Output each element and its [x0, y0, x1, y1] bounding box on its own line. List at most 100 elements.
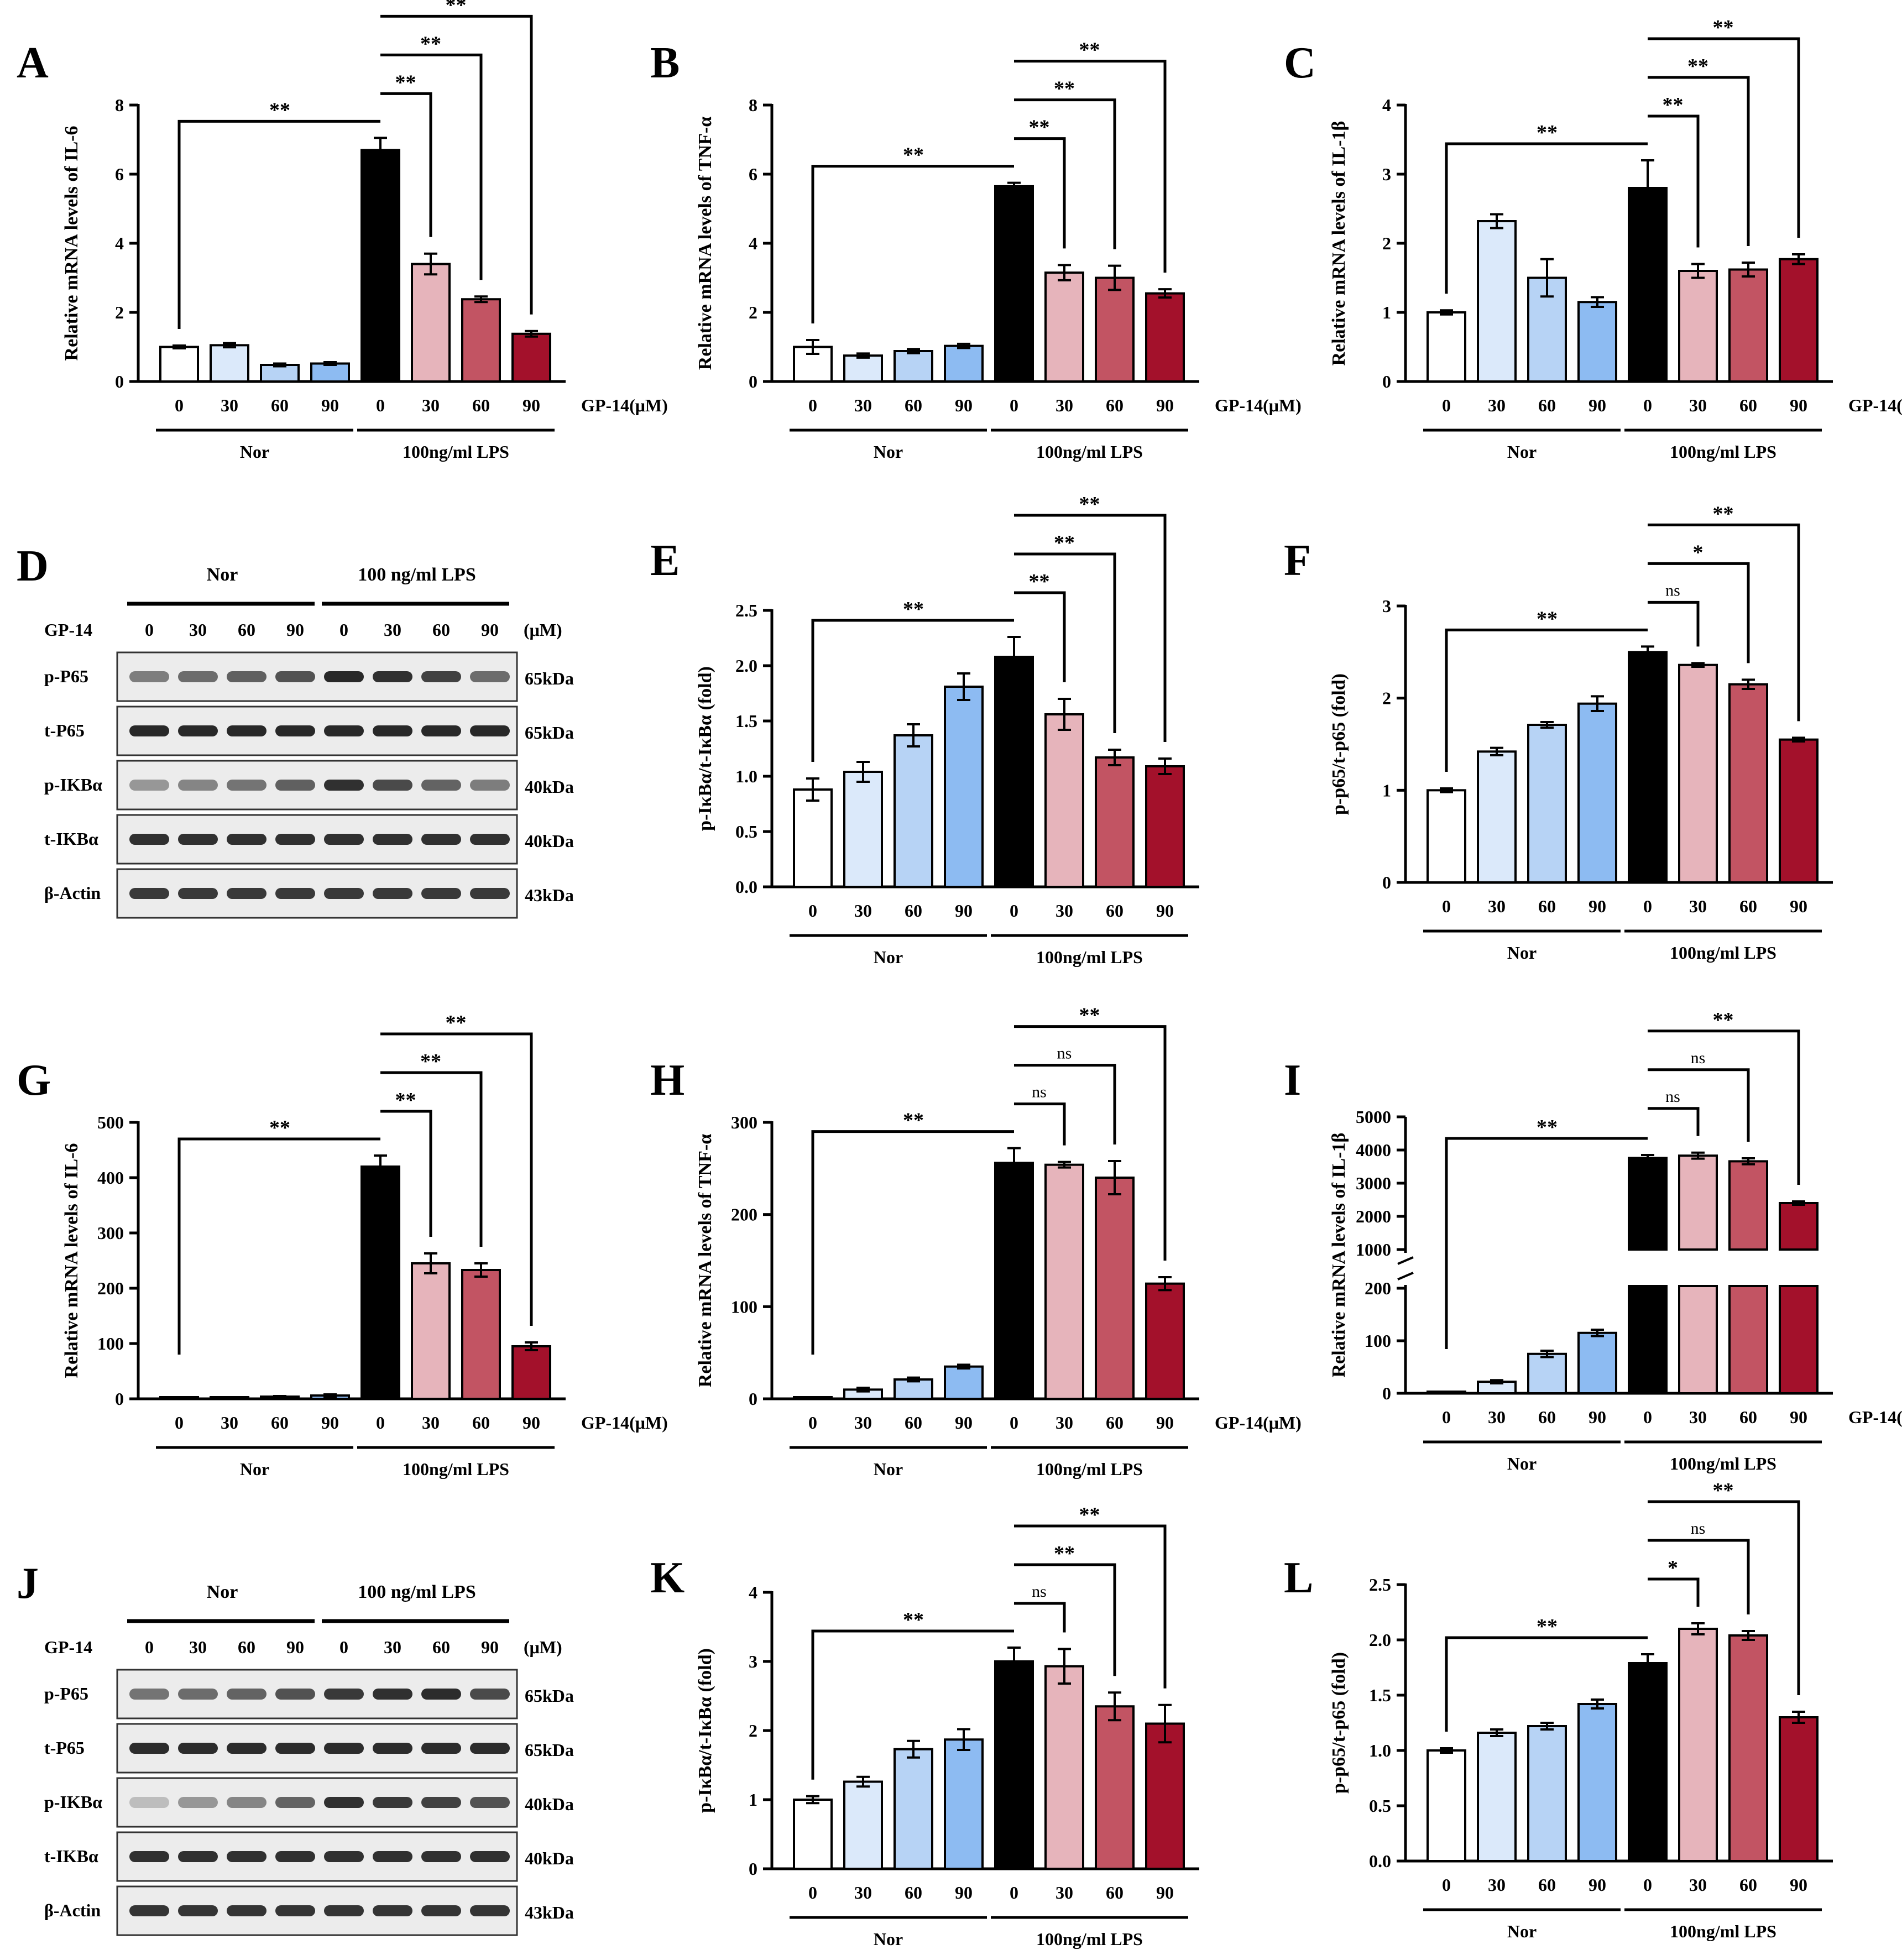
significance-label: ns	[1032, 1582, 1047, 1601]
significance-bracket	[177, 119, 380, 329]
blot-band	[275, 1905, 315, 1916]
blot-band	[129, 888, 169, 899]
bar	[944, 1738, 984, 1870]
blot-band	[227, 1797, 267, 1808]
x-tick-label: 60	[1739, 1407, 1757, 1427]
blot-band	[470, 1743, 510, 1754]
blot-lane-label: 0	[339, 620, 348, 640]
y-tick-label: 1	[1382, 302, 1391, 322]
blot-band	[178, 1689, 218, 1700]
bar	[1728, 1285, 1768, 1394]
bar	[1427, 1391, 1466, 1394]
blot-band	[129, 1689, 169, 1700]
significance-bracket	[1014, 1064, 1116, 1144]
blot-band	[129, 671, 169, 682]
blot-band	[421, 888, 461, 899]
x-tick-label: 90	[1589, 896, 1606, 916]
x-tick-label: 30	[221, 1413, 238, 1433]
blot-band	[373, 1851, 412, 1862]
bar	[310, 362, 350, 383]
y-tick-label: 200	[731, 1205, 757, 1225]
bar	[1527, 724, 1567, 884]
bar	[1628, 1662, 1668, 1862]
y-tick-label: 1.0	[1369, 1741, 1391, 1760]
x-tick-label: 30	[221, 395, 238, 415]
blot-band	[470, 1851, 510, 1862]
bar	[1728, 683, 1768, 884]
significance-label: **	[420, 32, 441, 55]
x-tick-label: 60	[472, 395, 490, 415]
x-tick-label: 30	[854, 1413, 872, 1433]
bar	[1779, 1716, 1819, 1862]
bar	[843, 771, 883, 888]
blot-band	[373, 780, 412, 791]
significance-label: *	[1668, 1556, 1678, 1580]
y-tick-label: 300	[97, 1223, 124, 1243]
y-tick-label: 1.5	[735, 711, 757, 731]
group-label: Nor	[240, 1459, 269, 1479]
x-tick-label: 90	[955, 395, 973, 415]
group-label: Nor	[874, 1459, 903, 1479]
panel-a: A 0 2 4 6 8 Relative mRNA levels of IL-6 0 30 60 9…	[17, 0, 668, 462]
blot-kda-label: 40kDa	[525, 831, 574, 851]
y-axis-label: p-IκBα/t-IκBα (fold)	[695, 1648, 715, 1813]
panel-letter: F	[1284, 536, 1311, 585]
bar	[1044, 271, 1084, 383]
blot-band	[227, 1905, 267, 1916]
blot-band	[178, 1743, 218, 1754]
x-tick-label: 0	[1442, 1875, 1451, 1895]
x-tick-label: 30	[854, 1883, 872, 1902]
x-tick-label: 90	[1790, 896, 1807, 916]
x-tick-label: 60	[1538, 1407, 1556, 1427]
significance-label: ns	[1691, 1519, 1706, 1538]
significance-label: **	[1079, 1503, 1100, 1527]
x-tick-label: 90	[1589, 1407, 1606, 1427]
blot-lane-label: 30	[189, 620, 207, 640]
group-label: Nor	[1507, 442, 1537, 462]
group-label: Nor	[874, 442, 903, 462]
blot-protein-label: t-P65	[44, 720, 85, 740]
significance-bracket	[1648, 114, 1700, 248]
blot-group-label: Nor	[207, 1582, 238, 1602]
significance-bracket	[380, 14, 533, 315]
blot-unit-label: (μM)	[524, 620, 562, 640]
blot-lane-label: 30	[189, 1637, 207, 1657]
significance-label: ns	[1057, 1044, 1072, 1063]
blot-lead-label: GP-14	[44, 1637, 92, 1657]
bar	[511, 1345, 551, 1400]
bar	[210, 344, 249, 383]
significance-label: **	[1663, 93, 1684, 117]
x-tick-label: 60	[271, 395, 289, 415]
x-tick-label: 90	[522, 395, 540, 415]
bar	[1577, 702, 1617, 884]
y-tick-label: 4	[1382, 95, 1391, 115]
bar	[1678, 270, 1718, 383]
x-tick-label: 90	[955, 1883, 973, 1902]
x-tick-label: 0	[1643, 1875, 1652, 1895]
y-tick-label: 2	[1382, 688, 1391, 708]
blot-band	[129, 1905, 169, 1916]
y-tick-label: 4000	[1356, 1140, 1391, 1160]
axis-break-mark	[1397, 1272, 1414, 1280]
y-tick-label: 100	[1365, 1331, 1391, 1351]
x-tick-label: 60	[472, 1413, 490, 1433]
y-tick-label: 0	[1382, 872, 1391, 892]
x-tick-label: 30	[422, 1413, 440, 1433]
significance-label: **	[1713, 1479, 1734, 1502]
y-tick-label: 200	[1365, 1278, 1391, 1298]
group-label: 100ng/ml LPS	[1036, 442, 1143, 462]
panel-letter: L	[1284, 1554, 1313, 1602]
axis-break-mark	[1397, 1256, 1414, 1265]
x-tick-label: 60	[1106, 395, 1124, 415]
blot-kda-label: 65kDa	[525, 723, 574, 743]
x-tick-label: 30	[1689, 1407, 1707, 1427]
x-tick-label: 60	[905, 1883, 922, 1902]
significance-bracket	[1445, 1636, 1648, 1732]
bar	[360, 149, 400, 383]
x-tick-label: 90	[1790, 1875, 1807, 1895]
blot-band	[129, 1851, 169, 1862]
blot-band	[373, 1743, 412, 1754]
x-tick-label: 60	[1739, 896, 1757, 916]
bar	[1577, 301, 1617, 383]
